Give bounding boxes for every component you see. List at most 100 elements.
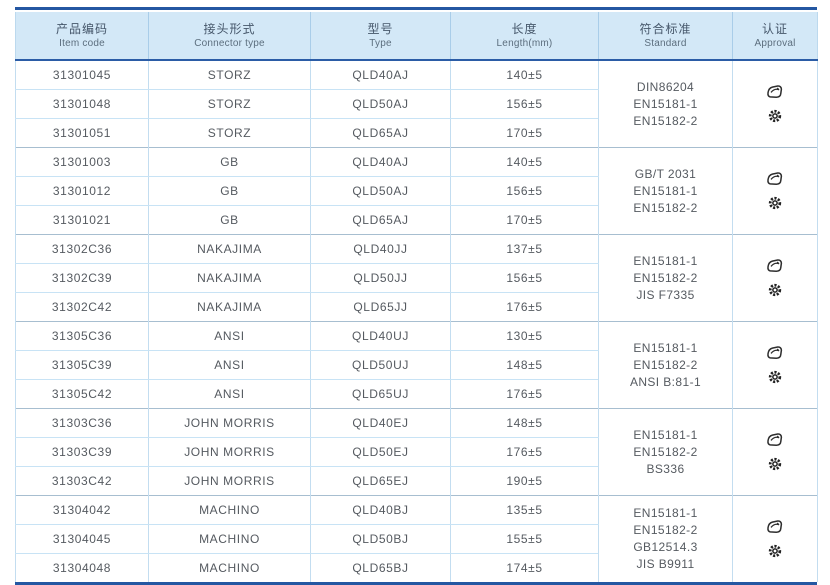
standard-cell: EN15181-1 EN15182-2 JIS F7335 [598,234,733,322]
standard-line: GB12514.3 [633,540,698,554]
length-cell: 135±5 [450,495,599,525]
connector-type-cell: NAKAJIMA [148,292,311,322]
item-code-cell: 31305C42 [15,379,149,409]
length-cell: 176±5 [450,437,599,467]
standard-line: JIS B9911 [636,557,695,571]
approval-cell [732,408,818,496]
table-row: 31301021 GB QLD65AJ 170±5 [15,205,818,235]
approval-cell [732,147,818,235]
type-cell: QLD40EJ [310,408,451,438]
standard-cell: EN15181-1 EN15182-2 BS336 [598,408,733,496]
table-row: 31305C36 ANSI QLD40UJ 130±5 EN15181-1 EN15182… [15,321,818,409]
item-code-cell: 31302C39 [15,263,149,293]
connector-type-cell: JOHN MORRIS [148,408,311,438]
item-code-cell: 31304042 [15,495,149,525]
approval-cell [732,234,818,322]
type-cell: QLD40AJ [310,59,451,90]
header-label-en: Approval [754,38,796,49]
type-cell: QLD65JJ [310,292,451,322]
table-row: 31304042 MACHINO QLD40BJ 135±5 EN15181-1 EN15… [15,495,818,582]
standard-line: EN15181-1 [633,340,698,355]
certification-stamp-icon [766,345,784,361]
connector-type-cell: STORZ [148,89,311,119]
gear-seal-icon [767,108,783,124]
standard-line: BS336 [646,461,685,476]
table-row: 31305C42 ANSI QLD65UJ 176±5 [15,379,818,409]
product-group: 31302C36 NAKAJIMA QLD40JJ 137±5 EN15181-1 EN1… [15,234,818,322]
item-code-cell: 31304048 [15,553,149,582]
approval-cell [732,495,818,582]
header-label-en: Connector type [194,38,265,49]
length-cell: 140±5 [450,59,599,90]
column-header-standard: 符合标准 Standard [598,12,733,61]
connector-type-cell: ANSI [148,350,311,380]
connector-type-cell: STORZ [148,118,311,148]
header-label-zh: 长度 [511,22,538,36]
standard-line: EN15181-1 [633,183,698,198]
gear-seal-icon [767,195,783,211]
gear-seal-icon [767,282,783,298]
connector-type-cell: MACHINO [148,495,311,525]
item-code-cell: 31302C36 [15,234,149,264]
product-group: 31304042 MACHINO QLD40BJ 135±5 EN15181-1 EN15… [15,495,818,582]
length-cell: 176±5 [450,379,599,409]
standard-line: ANSI B:81-1 [629,374,702,389]
product-group: 31301003 GB QLD40AJ 140±5 GB/T 2031 EN15181-1… [15,147,818,235]
standard-line: EN15182-2 [633,113,698,128]
header-label-en: Standard [644,38,687,49]
column-header-length: 长度 Length(mm) [450,12,599,61]
standard-line: DIN86204 [636,79,695,94]
connector-type-cell: NAKAJIMA [148,263,311,293]
item-code-cell: 31304045 [15,524,149,554]
approval-icon-stack [733,345,817,385]
item-code-cell: 31301051 [15,118,149,148]
column-header-connector-type: 接头形式 Connector type [148,12,311,61]
table-row: 31301051 STORZ QLD65AJ 170±5 [15,118,818,148]
length-cell: 156±5 [450,263,599,293]
type-cell: QLD65BJ [310,553,451,582]
connector-type-cell: GB [148,147,311,177]
connector-type-cell: GB [148,205,311,235]
approval-icon-stack [733,84,817,124]
item-code-cell: 31303C36 [15,408,149,438]
connector-type-cell: MACHINO [148,524,311,554]
type-cell: QLD65AJ [310,118,451,148]
item-code-cell: 31301048 [15,89,149,119]
approval-icon-stack [733,432,817,472]
length-cell: 148±5 [450,408,599,438]
header-label-en: Item code [59,38,105,49]
approval-icon-stack [733,519,817,559]
table-row: 31301048 STORZ QLD50AJ 156±5 [15,89,818,119]
type-cell: QLD40JJ [310,234,451,264]
length-cell: 156±5 [450,176,599,206]
type-cell: QLD50UJ [310,350,451,380]
type-cell: QLD50AJ [310,89,451,119]
gear-seal-icon [767,456,783,472]
table-row: 31302C39 NAKAJIMA QLD50JJ 156±5 [15,263,818,293]
item-code-cell: 31301012 [15,176,149,206]
length-cell: 174±5 [450,553,599,582]
type-cell: QLD65EJ [310,466,451,496]
standard-line: EN15181-1 [633,96,698,111]
length-cell: 148±5 [450,350,599,380]
connector-type-cell: ANSI [148,379,311,409]
approval-cell [732,59,818,148]
table-row: 31301003 GB QLD40AJ 140±5 GB/T 2031 EN15181-1… [15,147,818,235]
table-row: 31303C39 JOHN MORRIS QLD50EJ 176±5 [15,437,818,467]
table-row: 31304045 MACHINO QLD50BJ 155±5 [15,524,818,554]
type-cell: QLD40BJ [310,495,451,525]
table-row: 31302C36 NAKAJIMA QLD40JJ 137±5 EN15181-1 EN1… [15,234,818,322]
length-cell: 130±5 [450,321,599,351]
connector-type-cell: STORZ [148,59,311,90]
length-cell: 137±5 [450,234,599,264]
item-code-cell: 31302C42 [15,292,149,322]
length-cell: 140±5 [450,147,599,177]
type-cell: QLD50EJ [310,437,451,467]
certification-stamp-icon [766,432,784,448]
length-cell: 190±5 [450,466,599,496]
table-row: 31301045 STORZ QLD40AJ 140±5 DIN86204 EN15181… [15,59,818,148]
approval-cell [732,321,818,409]
standard-line: EN15182-2 [633,200,698,215]
connector-type-cell: MACHINO [148,553,311,582]
gear-seal-icon [767,369,783,385]
